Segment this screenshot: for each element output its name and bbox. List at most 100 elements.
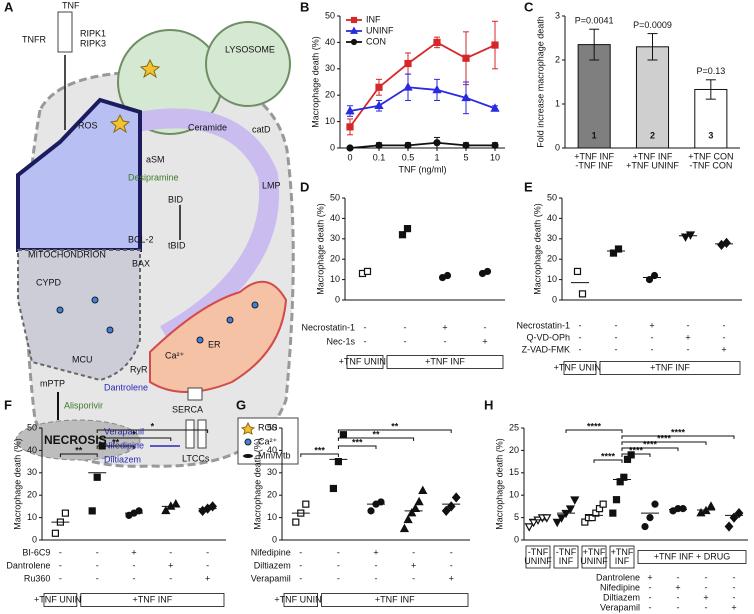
label: tBID [168, 240, 186, 250]
treatment-mark: - [299, 573, 302, 583]
treatment-mark: - [169, 547, 172, 557]
x-tick-label: +TNF INF [574, 151, 614, 161]
y-axis-label: Fold increase macrophage death [535, 16, 545, 148]
y-axis-label: Macrophage death (%) [310, 36, 320, 128]
group-box [386, 355, 504, 369]
panel-label: A [4, 0, 14, 14]
treatment-mark: - [169, 573, 172, 583]
label: LTCCs [182, 453, 210, 463]
legend-label: CON [366, 36, 386, 46]
y-tick-label: 3 [555, 10, 560, 20]
point [432, 84, 442, 94]
point [367, 507, 375, 515]
point [414, 496, 424, 506]
group-box [80, 593, 225, 607]
point [292, 518, 300, 526]
significance-bracket [96, 445, 135, 449]
point [650, 271, 659, 280]
treatment-mark: - [337, 547, 340, 557]
treatment-mark: - [733, 572, 736, 582]
treatment-mark: - [299, 560, 302, 570]
y-tick-label: 50 [325, 10, 335, 20]
group-label: INF [615, 556, 630, 566]
point [61, 509, 70, 517]
point [171, 499, 181, 508]
point [706, 501, 716, 510]
treatment-mark: + [685, 332, 690, 342]
treatment-mark: - [133, 560, 136, 570]
point [570, 496, 580, 505]
label: BID [168, 194, 184, 204]
x-tick-label: 0 [347, 152, 352, 162]
treatment-mark: - [677, 602, 680, 612]
significance-label: ** [112, 437, 120, 447]
significance-label: *** [314, 445, 325, 455]
line [349, 86, 496, 112]
significance-bracket [96, 437, 172, 441]
treatment-label: Z-VAD-FMK [522, 344, 570, 354]
label: ROS [78, 120, 98, 130]
point [375, 141, 383, 149]
treatment-mark: - [651, 332, 654, 342]
ca-dot [226, 316, 234, 324]
bar-label: 2 [650, 130, 655, 140]
point [616, 478, 624, 486]
point [334, 458, 342, 466]
group-label: -TNF [528, 547, 549, 557]
group-label: +TNF UNINF [274, 594, 327, 604]
x-tick-label: +TNF UNINF [626, 160, 679, 170]
point [627, 451, 635, 459]
point [609, 249, 618, 257]
significance-label: ** [391, 421, 399, 431]
point [363, 267, 372, 276]
point [491, 141, 499, 149]
point [329, 484, 337, 493]
group-box [563, 361, 597, 375]
treatment-mark: - [579, 332, 582, 342]
lysosome [205, 21, 291, 107]
group-label: +TNF UNINF [339, 356, 392, 366]
point [646, 513, 654, 522]
point [374, 100, 384, 110]
point [679, 505, 687, 513]
bar-label: 3 [708, 130, 713, 140]
treatment-label: Necrostatin-1 [301, 322, 355, 332]
ca-dot [196, 336, 204, 344]
point [433, 139, 441, 147]
y-tick-label: 10 [547, 274, 557, 284]
x-tick-label: +TNF INF [633, 151, 673, 161]
group-box [553, 545, 579, 569]
treatment-mark: - [705, 582, 708, 592]
point [641, 522, 649, 531]
treatment-mark: + [482, 336, 487, 346]
label: Ca²⁺ [165, 350, 185, 360]
panel-label: B [300, 0, 309, 14]
label: Desipramine [128, 172, 179, 182]
treatment-mark: - [364, 336, 367, 346]
legend-label: Mm/Mtb [258, 450, 291, 460]
treatment-mark: - [133, 573, 136, 583]
point [350, 16, 358, 24]
ca-dot [251, 301, 259, 309]
point [377, 498, 385, 506]
treatment-mark: - [677, 572, 680, 582]
treatment-mark: + [205, 573, 210, 583]
point [490, 103, 500, 112]
label: NECROSIS [44, 433, 107, 447]
x-tick-label: -TNF INF [575, 160, 613, 170]
significance-bracket [337, 445, 377, 449]
y-tick-label: 10 [509, 490, 519, 500]
treatment-mark: - [375, 560, 378, 570]
point [612, 496, 621, 504]
treatment-label: Necrostatin-1 [516, 320, 570, 330]
group-box [321, 593, 469, 607]
treatment-mark: + [649, 320, 654, 330]
panel-label: H [484, 397, 493, 412]
treatment-label: BI-6C9 [22, 547, 50, 557]
legend-mtb [243, 454, 253, 458]
x-tick-label: 0.1 [373, 152, 386, 162]
group-box [283, 593, 318, 607]
group-label: +TNF INF [133, 594, 173, 604]
x-tick-label: 5 [463, 152, 468, 162]
